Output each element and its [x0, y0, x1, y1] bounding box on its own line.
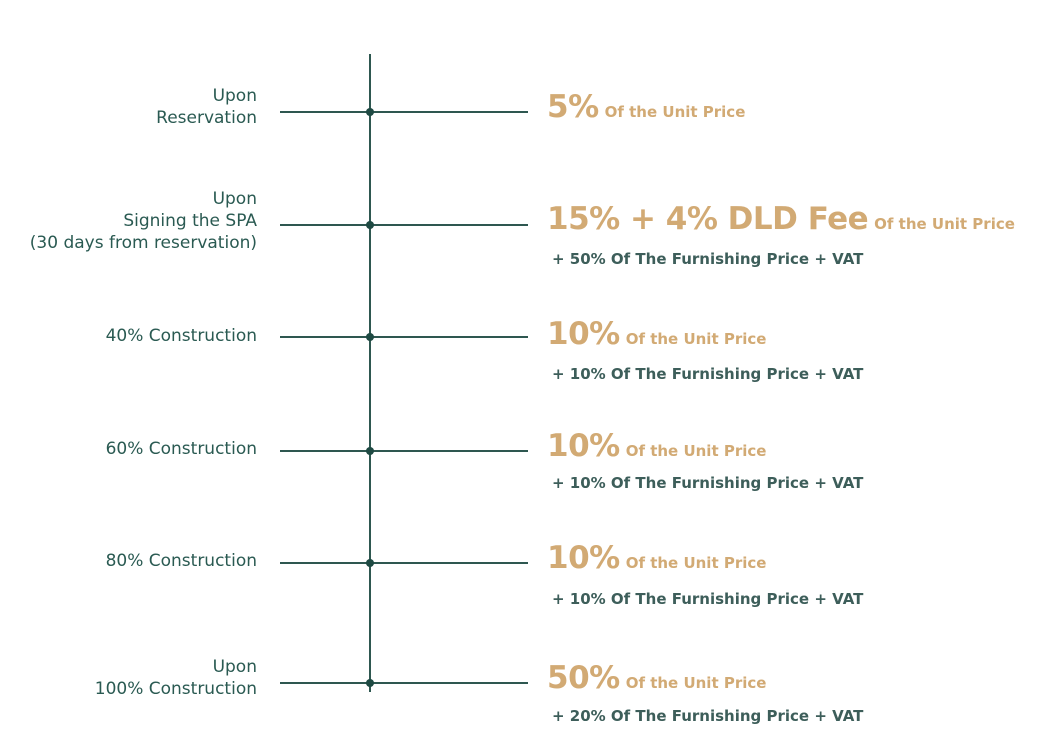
payment-percentage: 50%: [547, 660, 620, 696]
stage-label-80-construction: 80% Construction: [106, 550, 257, 572]
milestone-dot: [366, 108, 374, 116]
stage-label-line: 60% Construction: [105, 439, 257, 459]
payment-percentage: 10%: [547, 428, 620, 464]
unit-price-note: Of the Unit Price: [625, 674, 767, 692]
milestone-connector: [280, 224, 528, 226]
unit-price-note: Of the Unit Price: [625, 330, 767, 348]
unit-price-note: Of the Unit Price: [625, 442, 767, 460]
stage-label-line: Reservation: [156, 108, 257, 128]
milestone-dot: [366, 333, 374, 341]
furnishing-note: + 10% Of The Furnishing Price + VAT: [552, 365, 864, 383]
milestone-dot: [366, 447, 374, 455]
payment-amount: 10% Of the Unit Price: [547, 316, 766, 352]
stage-label-line: (30 days from reservation): [29, 233, 257, 253]
unit-price-note: Of the Unit Price: [604, 103, 746, 121]
stage-label-line: Signing the SPA: [123, 211, 257, 231]
stage-label-line: Upon: [212, 86, 257, 106]
payment-amount: 15% + 4% DLD Fee Of the Unit Price: [547, 201, 1015, 237]
unit-price-note: Of the Unit Price: [874, 215, 1015, 233]
milestone-connector: [280, 111, 528, 113]
milestone-connector: [280, 450, 528, 452]
stage-label-line: 80% Construction: [105, 551, 257, 571]
payment-percentage: 15% + 4% DLD Fee: [547, 201, 869, 237]
payment-percentage: 10%: [547, 540, 620, 576]
stage-label-line: 100% Construction: [94, 679, 257, 699]
stage-label-60-construction: 60% Construction: [106, 438, 257, 460]
milestone-connector: [280, 336, 528, 338]
milestone-dot: [366, 221, 374, 229]
payment-amount: 10% Of the Unit Price: [547, 540, 766, 576]
payment-amount: 50% Of the Unit Price: [547, 660, 766, 696]
payment-percentage: 10%: [547, 316, 620, 352]
furnishing-note: + 10% Of The Furnishing Price + VAT: [552, 474, 864, 492]
stage-label-spa: Upon Signing the SPA (30 days from reser…: [30, 188, 257, 254]
stage-label-line: 40% Construction: [105, 326, 257, 346]
payment-amount: 10% Of the Unit Price: [547, 428, 766, 464]
stage-label-100-construction: Upon 100% Construction: [95, 656, 257, 700]
milestone-connector: [280, 682, 528, 684]
payment-percentage: 5%: [547, 89, 599, 125]
milestone-connector: [280, 562, 528, 564]
furnishing-note: + 10% Of The Furnishing Price + VAT: [552, 590, 864, 608]
stage-label-reservation: Upon Reservation: [156, 85, 257, 129]
furnishing-note: + 20% Of The Furnishing Price + VAT: [552, 707, 864, 725]
stage-label-40-construction: 40% Construction: [106, 325, 257, 347]
stage-label-line: Upon: [212, 657, 257, 677]
stage-label-line: Upon: [212, 189, 257, 209]
milestone-dot: [366, 559, 374, 567]
timeline-spine: [369, 54, 371, 692]
furnishing-note: + 50% Of The Furnishing Price + VAT: [552, 250, 864, 268]
payment-amount: 5% Of the Unit Price: [547, 89, 745, 125]
unit-price-note: Of the Unit Price: [625, 554, 767, 572]
milestone-dot: [366, 679, 374, 687]
